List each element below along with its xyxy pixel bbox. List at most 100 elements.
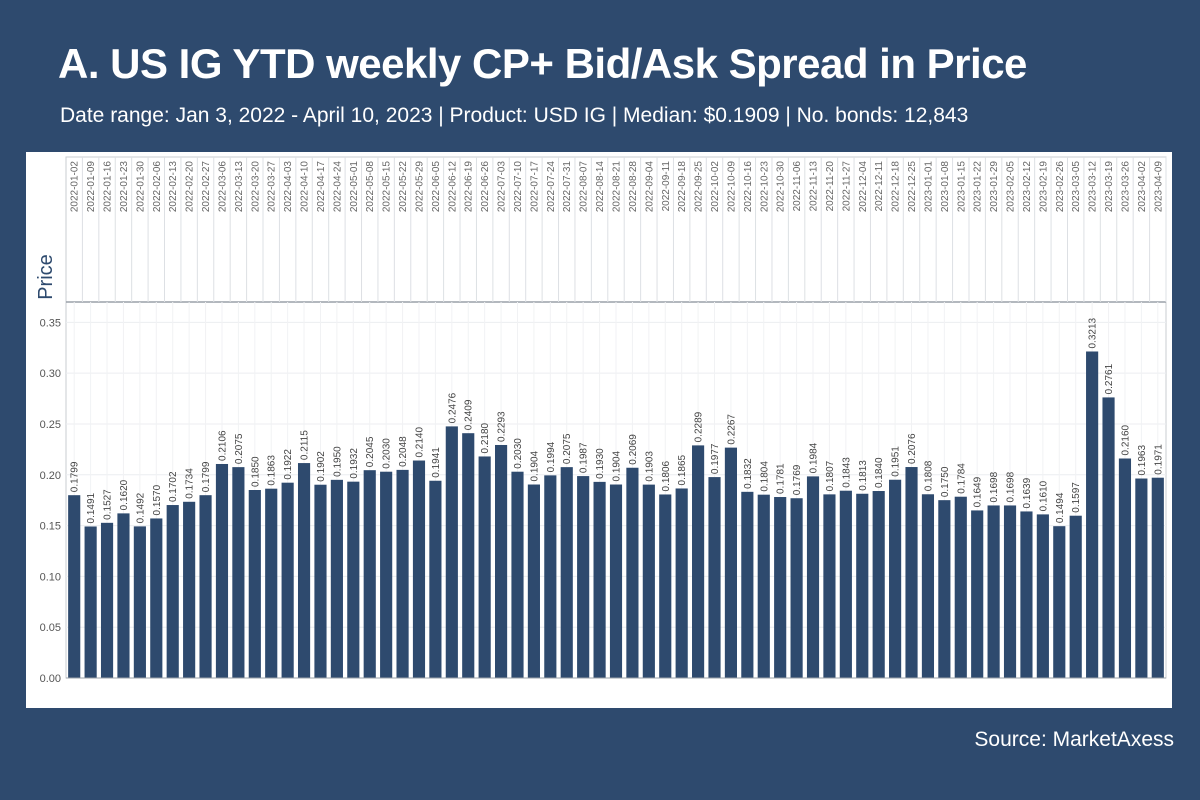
y-tick-label: 0.35 [40, 317, 61, 329]
category-label: 2022-12-25 [907, 161, 918, 213]
category-label: 2022-01-16 [103, 161, 114, 213]
category-label: 2023-01-22 [973, 161, 984, 213]
category-label: 2022-01-30 [135, 161, 146, 213]
data-label: 0.1804 [759, 461, 770, 492]
data-label: 0.1950 [332, 446, 343, 477]
category-label: 2022-07-17 [529, 161, 540, 213]
category-label: 2022-07-03 [497, 161, 508, 213]
category-label: 2022-09-11 [661, 161, 672, 212]
bar [609, 484, 623, 678]
data-label: 0.2180 [480, 422, 491, 453]
category-label: 2022-05-29 [414, 161, 425, 213]
bar [166, 505, 179, 678]
bar [183, 501, 196, 678]
category-label: 2023-02-12 [1022, 161, 1033, 213]
category-label: 2023-02-05 [1006, 161, 1017, 213]
y-tick-label: 0.20 [40, 470, 61, 482]
category-label: 2023-01-08 [940, 161, 951, 213]
category-label: 2022-12-18 [891, 161, 902, 213]
data-label: 0.2106 [217, 430, 228, 461]
category-label: 2022-02-27 [201, 161, 212, 213]
category-label: 2023-03-26 [1120, 161, 1131, 213]
category-label: 2022-05-15 [382, 161, 393, 213]
y-tick-label: 0.10 [40, 571, 61, 583]
data-label: 0.1702 [168, 471, 179, 502]
category-label: 2022-01-23 [119, 161, 130, 213]
category-label: 2022-10-23 [759, 161, 770, 213]
data-label: 0.1781 [776, 463, 787, 494]
bar [445, 426, 458, 678]
source-note: Source: MarketAxess [974, 728, 1174, 751]
bar [921, 494, 935, 678]
bar [938, 500, 951, 678]
category-label: 2022-04-17 [316, 161, 327, 213]
data-label: 0.1994 [546, 441, 557, 472]
data-label: 0.2293 [497, 411, 508, 442]
data-label: 0.1941 [431, 447, 442, 478]
data-label: 0.1799 [201, 461, 212, 492]
y-tick-label: 0.30 [40, 368, 61, 380]
category-label: 2023-01-15 [956, 161, 967, 213]
bar [68, 495, 81, 678]
bar [856, 493, 869, 678]
bar [511, 471, 524, 678]
category-label: 2022-12-04 [858, 161, 869, 213]
bar [1135, 478, 1148, 678]
data-label: 0.1843 [841, 457, 852, 488]
data-label: 0.1951 [891, 446, 902, 477]
data-label: 0.1902 [316, 451, 327, 482]
bar [1036, 514, 1049, 678]
bar [757, 494, 770, 678]
data-label: 0.1922 [283, 449, 294, 480]
category-label: 2023-02-19 [1038, 161, 1049, 213]
y-tick-label: 0.00 [40, 673, 61, 685]
category-label: 2022-02-06 [152, 161, 163, 213]
category-label: 2022-06-05 [431, 161, 442, 213]
data-label: 0.1799 [70, 461, 81, 492]
category-label: 2022-11-20 [825, 161, 836, 212]
data-label: 0.1649 [973, 476, 984, 507]
bar [724, 447, 737, 678]
data-label: 0.2761 [1104, 363, 1115, 394]
data-label: 0.1904 [612, 450, 623, 481]
data-label: 0.1734 [185, 468, 196, 499]
bar [297, 463, 311, 678]
data-label: 0.1903 [644, 451, 655, 482]
category-label: 2023-03-12 [1088, 161, 1099, 213]
bar [1151, 477, 1164, 678]
category-label: 2022-10-02 [710, 161, 721, 213]
category-label: 2022-03-20 [250, 161, 261, 213]
bar [347, 481, 360, 678]
category-label: 2022-04-10 [300, 161, 311, 213]
bar [199, 495, 212, 678]
category-label: 2022-11-13 [809, 161, 820, 212]
data-label: 0.1971 [1153, 444, 1164, 475]
category-label: 2022-01-02 [70, 161, 81, 213]
bar [281, 482, 294, 678]
bar [150, 518, 163, 678]
data-label: 0.1698 [1006, 471, 1017, 502]
bar-chart: 0.00 0.05 0.10 0.15 0.20 0.25 0.30 0.35 Price 202… [35, 156, 1167, 685]
data-label: 0.1570 [152, 484, 163, 515]
category-label: 2023-01-29 [989, 161, 1000, 213]
category-label: 2022-02-13 [168, 161, 179, 213]
data-label: 0.1930 [595, 448, 606, 479]
data-label: 0.2069 [628, 434, 639, 465]
y-tick-label: 0.05 [40, 622, 61, 634]
data-label: 0.1698 [989, 471, 1000, 502]
category-label: 2022-04-03 [283, 161, 294, 213]
category-label: 2023-04-02 [1137, 161, 1148, 213]
bar [478, 456, 491, 678]
bar [790, 498, 803, 678]
y-tick-label: 0.15 [40, 521, 61, 533]
bar [642, 484, 655, 678]
category-label: 2022-12-11 [874, 161, 885, 212]
category-label: 2022-05-08 [365, 161, 376, 213]
data-label: 0.1932 [349, 448, 360, 479]
bar [215, 463, 229, 678]
data-label: 0.1813 [858, 460, 869, 491]
bar [905, 467, 918, 678]
category-label: 2022-03-13 [234, 161, 245, 213]
data-label: 0.2115 [300, 430, 311, 460]
bar [806, 476, 820, 678]
